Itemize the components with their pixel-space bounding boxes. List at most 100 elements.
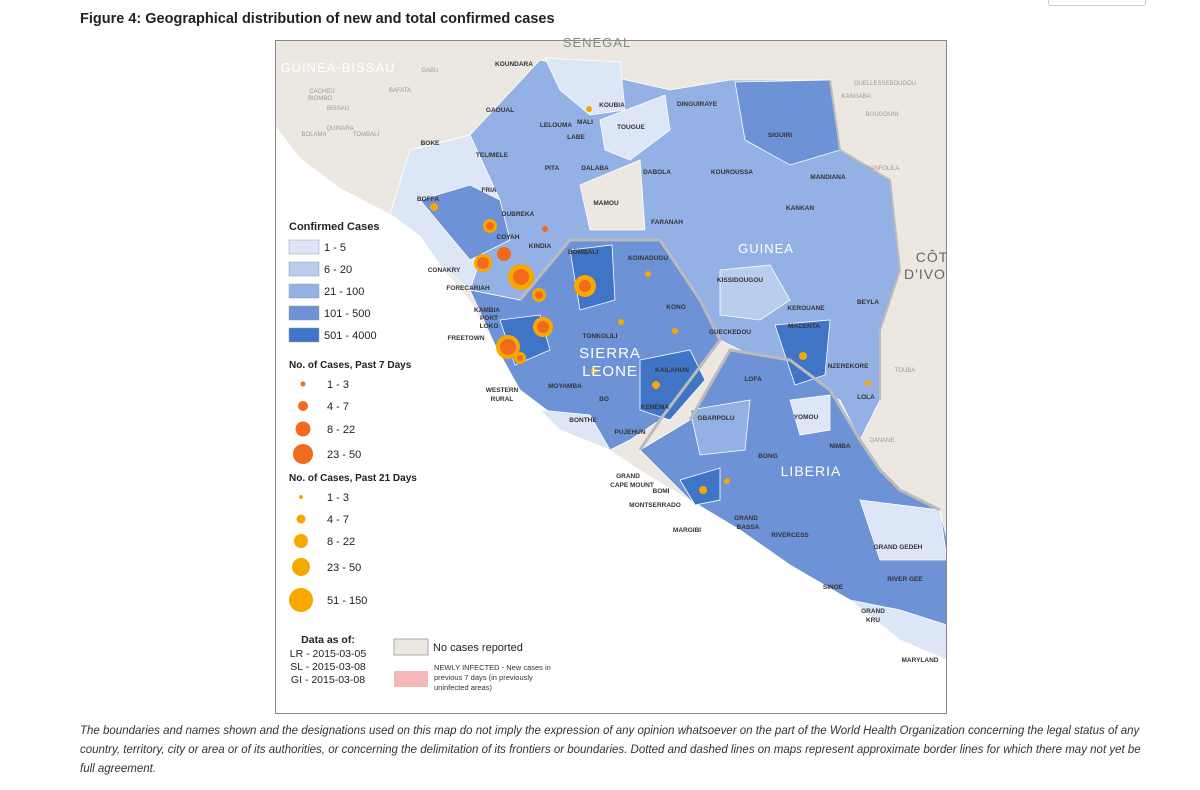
swatch	[288, 261, 320, 277]
circle	[699, 486, 707, 494]
place-label: FORECARIAH	[446, 285, 490, 292]
outer-place-label: BAFATA	[389, 88, 411, 94]
place-label: DINGUIRAYE	[677, 101, 718, 108]
place-label: BONTHE	[569, 417, 597, 424]
place-label: GAOUAL	[486, 107, 514, 114]
legend-label: 101 - 500	[324, 308, 370, 320]
legend-circle	[299, 495, 303, 499]
button[interactable]	[1048, 0, 1146, 6]
country-label: LEONE	[582, 363, 638, 380]
place-label: KISSIDOUGOU	[717, 277, 764, 284]
circle	[542, 226, 548, 232]
place-label: KOINADUGU	[628, 255, 668, 262]
place-label: FREETOWN	[447, 335, 484, 342]
place-label: LABE	[567, 134, 585, 141]
circle	[652, 381, 660, 389]
swatch	[393, 638, 429, 656]
region	[544, 57, 626, 116]
region	[419, 184, 511, 261]
legend-label: 23 - 50	[327, 562, 361, 574]
outer-place-label: TOUBA	[895, 368, 916, 374]
legend-circle	[296, 514, 306, 524]
region	[639, 349, 706, 421]
place-label: BONG	[758, 453, 778, 460]
border	[518, 238, 722, 451]
place-label: CAPE MOUNT	[610, 482, 654, 489]
legend-label: 1 - 3	[327, 492, 349, 504]
legend-label: 8 - 22	[327, 424, 355, 436]
country-label: GUINEA	[738, 241, 794, 256]
place-label: PITA	[545, 165, 560, 172]
legend-circle	[300, 381, 306, 387]
region	[719, 264, 791, 321]
border	[688, 348, 941, 512]
place-label: NIMBA	[829, 443, 851, 450]
place-label: BOFFA	[417, 196, 439, 203]
country-label: D'IVO	[904, 266, 946, 282]
place-label: KANKAN	[786, 205, 814, 212]
outer-place-label: YANFOLILA	[867, 166, 900, 172]
place-label: FRIA	[481, 187, 496, 194]
place-label: KOUROUSSA	[711, 169, 754, 176]
place-label: MALI	[577, 119, 593, 126]
place-label: KEROUANE	[787, 305, 825, 312]
legend-label: 4 - 7	[327, 514, 349, 526]
data-date: GI - 2015-03-08	[291, 674, 365, 686]
place-label: LOFA	[744, 376, 762, 383]
outer-place-label: DANANE	[869, 438, 894, 444]
legend-label: 23 - 50	[327, 449, 361, 461]
legend-label: 51 - 150	[327, 595, 367, 607]
place-label: KOUBIA	[599, 102, 625, 109]
legend-circle	[295, 421, 311, 437]
circle	[586, 106, 592, 112]
region	[789, 394, 831, 436]
swatch	[394, 671, 428, 687]
place-label: CONAKRY	[428, 267, 461, 274]
legend-label: 6 - 20	[324, 264, 352, 276]
region	[849, 599, 946, 661]
place-label: GRAND	[734, 515, 758, 522]
place-label: MARYLAND	[902, 657, 939, 664]
circle	[517, 355, 523, 361]
place-label: MANDIANA	[810, 174, 846, 181]
place-label: KOUNDARA	[495, 61, 533, 68]
swatch	[288, 283, 320, 299]
legend-title: Confirmed Cases	[289, 221, 379, 233]
place-label: LOLA	[857, 394, 875, 401]
place-label: NZEREKORE	[828, 363, 869, 370]
border	[829, 79, 902, 400]
place-label: TELIMELE	[476, 152, 509, 159]
place-label: GRAND	[616, 473, 640, 480]
region	[538, 409, 611, 451]
place-label: MOYAMBA	[548, 383, 582, 390]
region	[679, 467, 721, 506]
place-label: GUECKEDOU	[709, 329, 752, 336]
place-label: BEYLA	[857, 299, 879, 306]
circle	[618, 319, 624, 325]
data-date: LR - 2015-03-05	[290, 648, 367, 660]
outer-place-label: TOMBALI	[353, 132, 380, 138]
circle	[477, 257, 489, 269]
legend-label: No cases reported	[433, 642, 523, 654]
legend-circle	[294, 534, 308, 548]
outer-place-label: BOLAMA	[301, 132, 326, 138]
place-label: MARGIBI	[673, 527, 701, 534]
place-label: COYAH	[497, 234, 520, 241]
place-label: FARANAH	[651, 219, 683, 226]
place-label: MAMOU	[593, 200, 619, 207]
place-label: DALABA	[581, 165, 609, 172]
legend-label: NEWLY INFECTED - New cases in	[434, 663, 551, 672]
legend-label: uninfected areas)	[434, 683, 492, 692]
place-label: WESTERN	[486, 387, 519, 394]
country-label: SENEGAL	[563, 35, 631, 50]
place-label: DUBREKA	[502, 211, 535, 218]
circle	[591, 368, 597, 374]
circle	[430, 203, 438, 211]
place-label: PORT	[480, 315, 498, 322]
outer-place-label: OUELLESSEBOUGOU	[854, 81, 916, 87]
place-label: DABOLA	[643, 169, 671, 176]
legend-circle	[289, 588, 313, 612]
legend-label: 4 - 7	[327, 401, 349, 413]
place-label: LELOUMA	[540, 122, 572, 129]
